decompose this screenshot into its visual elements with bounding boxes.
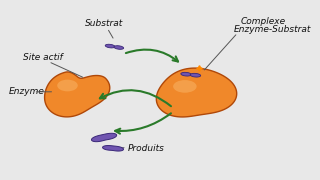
Polygon shape — [156, 68, 237, 117]
Polygon shape — [44, 72, 110, 117]
Ellipse shape — [57, 80, 78, 91]
Ellipse shape — [114, 46, 124, 49]
Text: Complexe: Complexe — [241, 17, 286, 26]
Ellipse shape — [181, 72, 191, 76]
Polygon shape — [103, 146, 124, 151]
Ellipse shape — [173, 80, 196, 93]
Text: Enzyme-Substrat: Enzyme-Substrat — [233, 25, 311, 34]
Ellipse shape — [105, 44, 115, 48]
Ellipse shape — [190, 73, 201, 77]
Text: Substrat: Substrat — [85, 19, 123, 28]
Text: Enzyme: Enzyme — [9, 87, 45, 96]
Text: Produits: Produits — [128, 144, 164, 153]
Polygon shape — [92, 133, 117, 142]
Text: Site actif: Site actif — [23, 53, 63, 62]
